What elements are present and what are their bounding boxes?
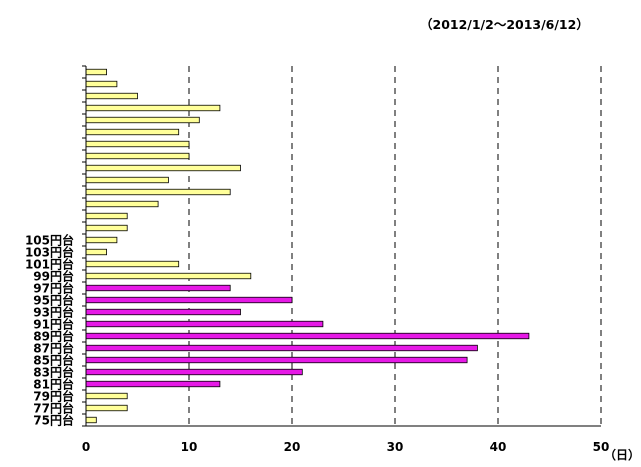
bar xyxy=(85,392,128,400)
x-tick-label: 20 xyxy=(284,440,301,454)
y-tick-label: 85円台 xyxy=(33,353,74,368)
y-tick-label: 77円台 xyxy=(33,401,74,416)
bar xyxy=(85,284,231,292)
bar xyxy=(85,320,324,328)
x-tick-label: 30 xyxy=(387,440,404,454)
y-tick-label: 83円台 xyxy=(33,365,74,380)
y-tick-label: 87円台 xyxy=(33,341,74,356)
y-tick-label: 103円台 xyxy=(25,245,74,260)
y-tick-label: 97円台 xyxy=(33,281,74,296)
y-tick-label: 105円台 xyxy=(25,233,74,248)
bar xyxy=(85,212,128,220)
bar xyxy=(85,344,478,352)
bar xyxy=(85,68,108,76)
bar xyxy=(85,308,241,316)
bar xyxy=(85,188,231,196)
bar xyxy=(85,236,118,244)
y-tick-label: 79円台 xyxy=(33,389,74,404)
bar xyxy=(85,116,200,124)
bar xyxy=(85,416,97,424)
bar xyxy=(85,176,169,184)
bar xyxy=(85,248,108,256)
x-tick-label: 40 xyxy=(490,440,507,454)
y-tick-label: 91円台 xyxy=(33,317,74,332)
bar xyxy=(85,224,128,232)
bar xyxy=(85,164,241,172)
x-tick-label: 10 xyxy=(181,440,198,454)
bar xyxy=(85,200,159,208)
y-tick-label: 95円台 xyxy=(33,293,74,308)
y-tick-label: 75円台 xyxy=(33,413,74,428)
bar xyxy=(85,104,221,112)
x-tick-label: 0 xyxy=(82,440,90,454)
bar xyxy=(85,272,252,280)
bar xyxy=(85,80,118,88)
bar xyxy=(85,380,221,388)
bar xyxy=(85,356,468,364)
y-tick-label: 89円台 xyxy=(33,329,74,344)
x-axis-unit-label: （日） xyxy=(604,448,641,462)
y-tick-label: 93円台 xyxy=(33,305,74,320)
bar xyxy=(85,92,138,100)
bar xyxy=(85,332,530,340)
y-tick-label: 99円台 xyxy=(33,269,74,284)
y-tick-label: 81円台 xyxy=(33,377,74,392)
bar xyxy=(85,128,180,136)
bar xyxy=(85,296,293,304)
x-tick-label: 50 xyxy=(593,440,610,454)
bar xyxy=(85,260,180,268)
chart-subtitle: （2012/1/2〜2013/6/12） xyxy=(420,17,589,32)
y-tick-label: 101円台 xyxy=(25,257,74,272)
bar xyxy=(85,140,190,148)
bar xyxy=(85,368,303,376)
bar xyxy=(85,404,128,412)
bar xyxy=(85,152,190,160)
